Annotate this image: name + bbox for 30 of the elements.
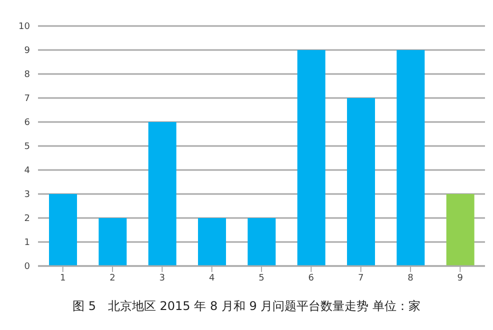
x-tick-label: 2	[110, 273, 116, 284]
bar	[347, 98, 375, 266]
bar	[148, 122, 176, 266]
x-tick-label: 1	[60, 273, 66, 284]
y-tick-label: 0	[24, 262, 30, 272]
bar	[396, 50, 425, 266]
y-tick-label: 7	[24, 94, 30, 104]
y-tick-label: 2	[24, 214, 30, 224]
bar	[49, 194, 77, 266]
x-tick-label: 4	[208, 273, 215, 284]
y-tick-label: 10	[18, 22, 30, 32]
bar	[297, 50, 326, 266]
bar	[198, 218, 226, 266]
x-tick-label: 5	[258, 273, 264, 284]
x-tick-label: 8	[408, 273, 414, 284]
y-tick-label: 6	[24, 118, 30, 128]
x-tick-label: 7	[358, 273, 364, 284]
y-tick-label: 1	[24, 238, 30, 248]
text: 图 5 北京地区 2015 年 8 月和 9 月问题平台数量走势 单位：家	[72, 298, 422, 315]
bar	[446, 194, 474, 266]
x-tick-label: 3	[159, 273, 166, 284]
bar	[248, 218, 276, 266]
x-tick-label: 6	[308, 273, 314, 284]
x-tick-label: 9	[457, 273, 464, 284]
y-tick-label: 9	[24, 46, 30, 56]
y-tick-label: 8	[24, 70, 30, 80]
y-tick-label: 4	[24, 166, 30, 176]
y-tick-label: 3	[24, 190, 30, 200]
bar	[98, 218, 127, 266]
y-tick-label: 5	[24, 142, 30, 152]
